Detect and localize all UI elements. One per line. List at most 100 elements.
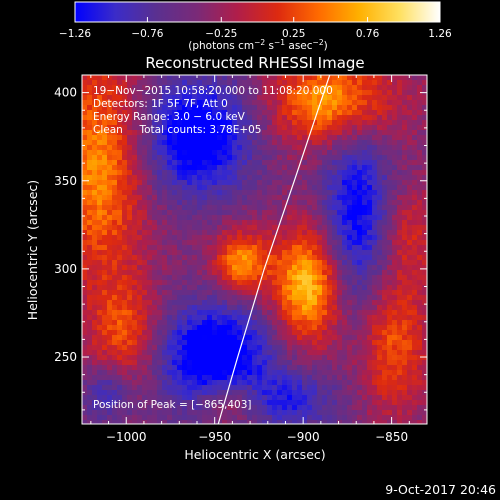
heatmap-cell xyxy=(407,300,413,306)
heatmap-cell xyxy=(277,225,283,231)
heatmap-cell xyxy=(137,325,143,331)
heatmap-cell xyxy=(332,240,338,246)
heatmap-cell xyxy=(322,275,328,281)
heatmap-cell xyxy=(257,215,263,221)
heatmap-cell xyxy=(247,390,253,396)
heatmap-cell xyxy=(337,365,343,371)
heatmap-cell xyxy=(267,290,273,296)
heatmap-cell xyxy=(317,220,323,226)
heatmap-cell xyxy=(192,160,198,166)
heatmap-cell xyxy=(157,385,163,391)
heatmap-cell xyxy=(397,230,403,236)
heatmap-cell xyxy=(402,95,408,101)
heatmap-cell xyxy=(187,220,193,226)
heatmap-cell xyxy=(342,375,348,381)
heatmap-cell xyxy=(257,105,263,111)
heatmap-cell xyxy=(192,175,198,181)
heatmap-cell xyxy=(307,400,313,406)
heatmap-cell xyxy=(182,255,188,261)
heatmap-cell xyxy=(412,415,418,421)
heatmap-cell xyxy=(177,320,183,326)
heatmap-cell xyxy=(287,395,293,401)
heatmap-cell xyxy=(322,165,328,171)
heatmap-cell xyxy=(172,105,178,111)
heatmap-cell xyxy=(227,305,233,311)
heatmap-cell xyxy=(367,220,373,226)
heatmap-cell xyxy=(387,100,393,106)
heatmap-cell xyxy=(147,345,153,351)
heatmap-cell xyxy=(232,235,238,241)
heatmap-cell xyxy=(422,130,427,136)
heatmap-cell xyxy=(412,150,418,156)
heatmap-cell xyxy=(372,210,378,216)
heatmap-cell xyxy=(222,200,228,206)
heatmap-cell xyxy=(167,135,173,141)
heatmap-cell xyxy=(327,230,333,236)
heatmap-cell xyxy=(242,145,248,151)
heatmap-cell xyxy=(157,200,163,206)
heatmap-cell xyxy=(257,170,263,176)
heatmap-cell xyxy=(397,155,403,161)
heatmap-cell xyxy=(337,325,343,331)
heatmap-cell xyxy=(352,250,358,256)
heatmap-cell xyxy=(97,325,103,331)
heatmap-cell xyxy=(92,155,98,161)
heatmap-cell xyxy=(172,190,178,196)
heatmap-cell xyxy=(347,380,353,386)
heatmap-cell xyxy=(172,145,178,151)
heatmap-cell xyxy=(167,215,173,221)
heatmap-cell xyxy=(372,200,378,206)
heatmap-cell xyxy=(172,185,178,191)
heatmap-cell xyxy=(212,250,218,256)
heatmap-cell xyxy=(232,335,238,341)
heatmap-cell xyxy=(187,390,193,396)
heatmap-cell xyxy=(292,250,298,256)
heatmap-cell xyxy=(202,405,208,411)
heatmap-cell xyxy=(182,225,188,231)
heatmap-cell xyxy=(367,360,373,366)
heatmap-cell xyxy=(137,420,143,424)
heatmap-cell xyxy=(207,400,213,406)
heatmap-cell xyxy=(337,170,343,176)
heatmap-cell xyxy=(267,360,273,366)
heatmap-cell xyxy=(322,175,328,181)
heatmap-cell xyxy=(162,125,168,131)
heatmap-cell xyxy=(217,335,223,341)
heatmap-cell xyxy=(332,100,338,106)
heatmap-cell xyxy=(317,130,323,136)
heatmap-cell xyxy=(117,340,123,346)
heatmap-cell xyxy=(287,260,293,266)
heatmap-cell xyxy=(292,230,298,236)
heatmap-cell xyxy=(267,320,273,326)
heatmap-cell xyxy=(82,220,88,226)
heatmap-cell xyxy=(212,370,218,376)
heatmap-cell xyxy=(82,295,88,301)
heatmap-cell xyxy=(352,370,358,376)
heatmap-cell xyxy=(187,160,193,166)
heatmap-cell xyxy=(372,190,378,196)
heatmap-cell xyxy=(92,415,98,421)
heatmap-cell xyxy=(207,415,213,421)
heatmap-cell xyxy=(317,315,323,321)
heatmap-cell xyxy=(157,135,163,141)
heatmap-cell xyxy=(347,300,353,306)
heatmap-cell xyxy=(182,210,188,216)
heatmap-cell xyxy=(197,365,203,371)
heatmap-cell xyxy=(312,230,318,236)
heatmap-cell xyxy=(182,80,188,86)
heatmap-cell xyxy=(282,360,288,366)
heatmap-cell xyxy=(267,380,273,386)
heatmap-cell xyxy=(337,390,343,396)
heatmap-cell xyxy=(202,210,208,216)
heatmap-cell xyxy=(227,100,233,106)
heatmap-cell xyxy=(197,285,203,291)
heatmap-cell xyxy=(307,345,313,351)
heatmap-cell xyxy=(222,375,228,381)
heatmap-cell xyxy=(322,215,328,221)
heatmap-cell xyxy=(292,370,298,376)
heatmap-cell xyxy=(97,90,103,96)
heatmap-cell xyxy=(252,360,258,366)
heatmap-cell xyxy=(157,140,163,146)
heatmap-cell xyxy=(262,250,268,256)
heatmap-cell xyxy=(87,135,93,141)
